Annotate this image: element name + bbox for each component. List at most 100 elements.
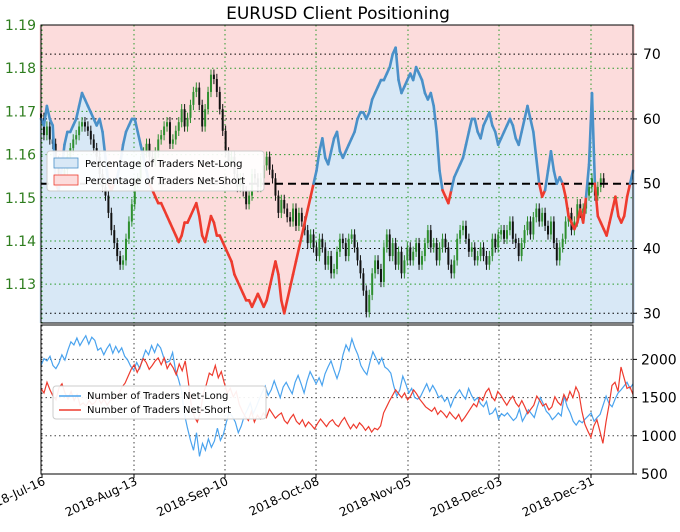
candle-body bbox=[394, 243, 397, 265]
net-short-fill-strip bbox=[499, 25, 504, 139]
candle-body bbox=[338, 238, 341, 252]
net-short-fill-strip bbox=[493, 25, 498, 132]
net-long-fill-strip bbox=[344, 151, 348, 323]
net-long-fill-strip bbox=[162, 209, 167, 323]
candle-body bbox=[347, 238, 350, 257]
candle-body bbox=[590, 178, 593, 187]
net-long-fill-strip bbox=[42, 125, 46, 323]
net-long-fill-strip bbox=[379, 80, 383, 323]
candle-body bbox=[192, 91, 195, 105]
net-long-fill-strip bbox=[353, 131, 357, 323]
net-short-fill-strip bbox=[461, 25, 465, 158]
net-long-fill-strip bbox=[62, 144, 67, 323]
percentage-line-segment bbox=[394, 46, 400, 82]
net-long-fill-strip bbox=[80, 93, 84, 324]
net-long-fill-strip bbox=[312, 183, 316, 323]
net-long-fill-strip bbox=[265, 300, 269, 323]
net-short-fill-strip bbox=[514, 25, 518, 139]
candle-body bbox=[198, 87, 201, 105]
candle-body bbox=[485, 256, 488, 265]
net-long-fill-strip bbox=[212, 222, 216, 323]
net-short-fill-strip bbox=[523, 25, 527, 119]
candle-body bbox=[429, 230, 432, 248]
candle-body bbox=[333, 269, 336, 274]
candle-body bbox=[148, 143, 151, 157]
net-long-fill-strip bbox=[71, 125, 76, 323]
legend-label-count-long: Number of Traders Net-Long bbox=[87, 391, 228, 402]
candle-body bbox=[538, 208, 541, 222]
net-long-fill-strip bbox=[452, 177, 457, 323]
percentage-line-segment bbox=[447, 188, 453, 205]
candle-body bbox=[133, 182, 136, 205]
net-long-fill-strip bbox=[98, 118, 102, 323]
count-net-short-line bbox=[40, 356, 634, 444]
net-short-fill-strip bbox=[230, 25, 234, 262]
net-long-fill-strip bbox=[423, 93, 427, 324]
net-short-fill-strip bbox=[291, 25, 296, 275]
net-short-fill-strip bbox=[397, 25, 401, 81]
candle-body bbox=[441, 238, 444, 248]
percentage-line-segment bbox=[121, 130, 128, 147]
net-long-fill-strip bbox=[86, 105, 90, 323]
candle-body bbox=[497, 234, 500, 248]
net-short-fill-strip bbox=[147, 25, 152, 184]
candle-body bbox=[274, 178, 277, 196]
percentage-line-segment bbox=[335, 130, 342, 153]
percentage-line-segment bbox=[520, 117, 526, 134]
net-long-fill-strip bbox=[420, 80, 424, 323]
candle-body bbox=[92, 139, 95, 149]
net-long-fill-strip bbox=[332, 138, 337, 323]
net-short-fill-strip bbox=[443, 25, 448, 197]
candle-body bbox=[218, 91, 221, 110]
chart-title: EURUSD Client Positioning bbox=[226, 4, 450, 24]
net-short-fill-strip bbox=[212, 25, 216, 223]
net-short-fill-strip bbox=[441, 25, 445, 191]
net-short-fill-strip bbox=[203, 25, 208, 243]
candle-body bbox=[558, 247, 561, 261]
count-tick-label: 1500 bbox=[641, 391, 677, 407]
candle-body bbox=[423, 243, 426, 257]
percentage-line-segment bbox=[353, 117, 359, 134]
net-long-fill-strip bbox=[581, 222, 586, 323]
net-short-fill-strip bbox=[150, 25, 155, 191]
net-long-fill-strip bbox=[297, 248, 301, 323]
net-long-fill-strip bbox=[461, 157, 465, 323]
net-short-fill-strip bbox=[520, 25, 524, 132]
net-long-fill-strip bbox=[177, 242, 181, 323]
candle-body bbox=[453, 260, 456, 274]
net-short-fill-strip bbox=[139, 25, 143, 145]
candle-body bbox=[248, 195, 251, 205]
net-short-fill-strip bbox=[159, 25, 164, 204]
candle-body bbox=[221, 109, 224, 131]
net-short-fill-strip bbox=[209, 25, 213, 217]
net-short-fill-strip bbox=[315, 25, 319, 171]
net-long-fill-strip bbox=[414, 67, 419, 323]
candle-body bbox=[505, 230, 508, 239]
net-short-fill-strip bbox=[391, 25, 395, 55]
net-long-fill-strip bbox=[150, 190, 155, 323]
net-long-fill-strip bbox=[356, 118, 360, 323]
net-short-fill-strip bbox=[271, 25, 275, 275]
net-long-fill-strip bbox=[294, 261, 298, 323]
percentage-line-segment bbox=[625, 182, 632, 198]
net-short-fill-strip bbox=[379, 25, 383, 81]
percentage-line-segment bbox=[622, 195, 629, 218]
net-long-fill-strip bbox=[271, 274, 275, 323]
net-long-fill-strip bbox=[490, 125, 495, 323]
percentage-line-segment bbox=[614, 195, 620, 218]
net-long-fill-strip bbox=[593, 183, 597, 323]
candle-body bbox=[379, 269, 382, 282]
net-short-fill-strip bbox=[423, 25, 427, 94]
bottom-legend-box bbox=[52, 385, 267, 420]
candle-body bbox=[479, 247, 482, 257]
net-long-fill-strip bbox=[613, 196, 618, 323]
percent-tick-label: 40 bbox=[643, 242, 661, 258]
candle-body bbox=[160, 135, 163, 140]
net-long-fill-strip bbox=[408, 73, 413, 323]
candle-body bbox=[324, 247, 327, 265]
net-short-fill-strip bbox=[455, 25, 460, 171]
candle-body bbox=[124, 238, 127, 261]
net-short-fill-strip bbox=[109, 25, 114, 191]
candle-body bbox=[289, 217, 292, 222]
percentage-line-segment bbox=[593, 182, 600, 218]
